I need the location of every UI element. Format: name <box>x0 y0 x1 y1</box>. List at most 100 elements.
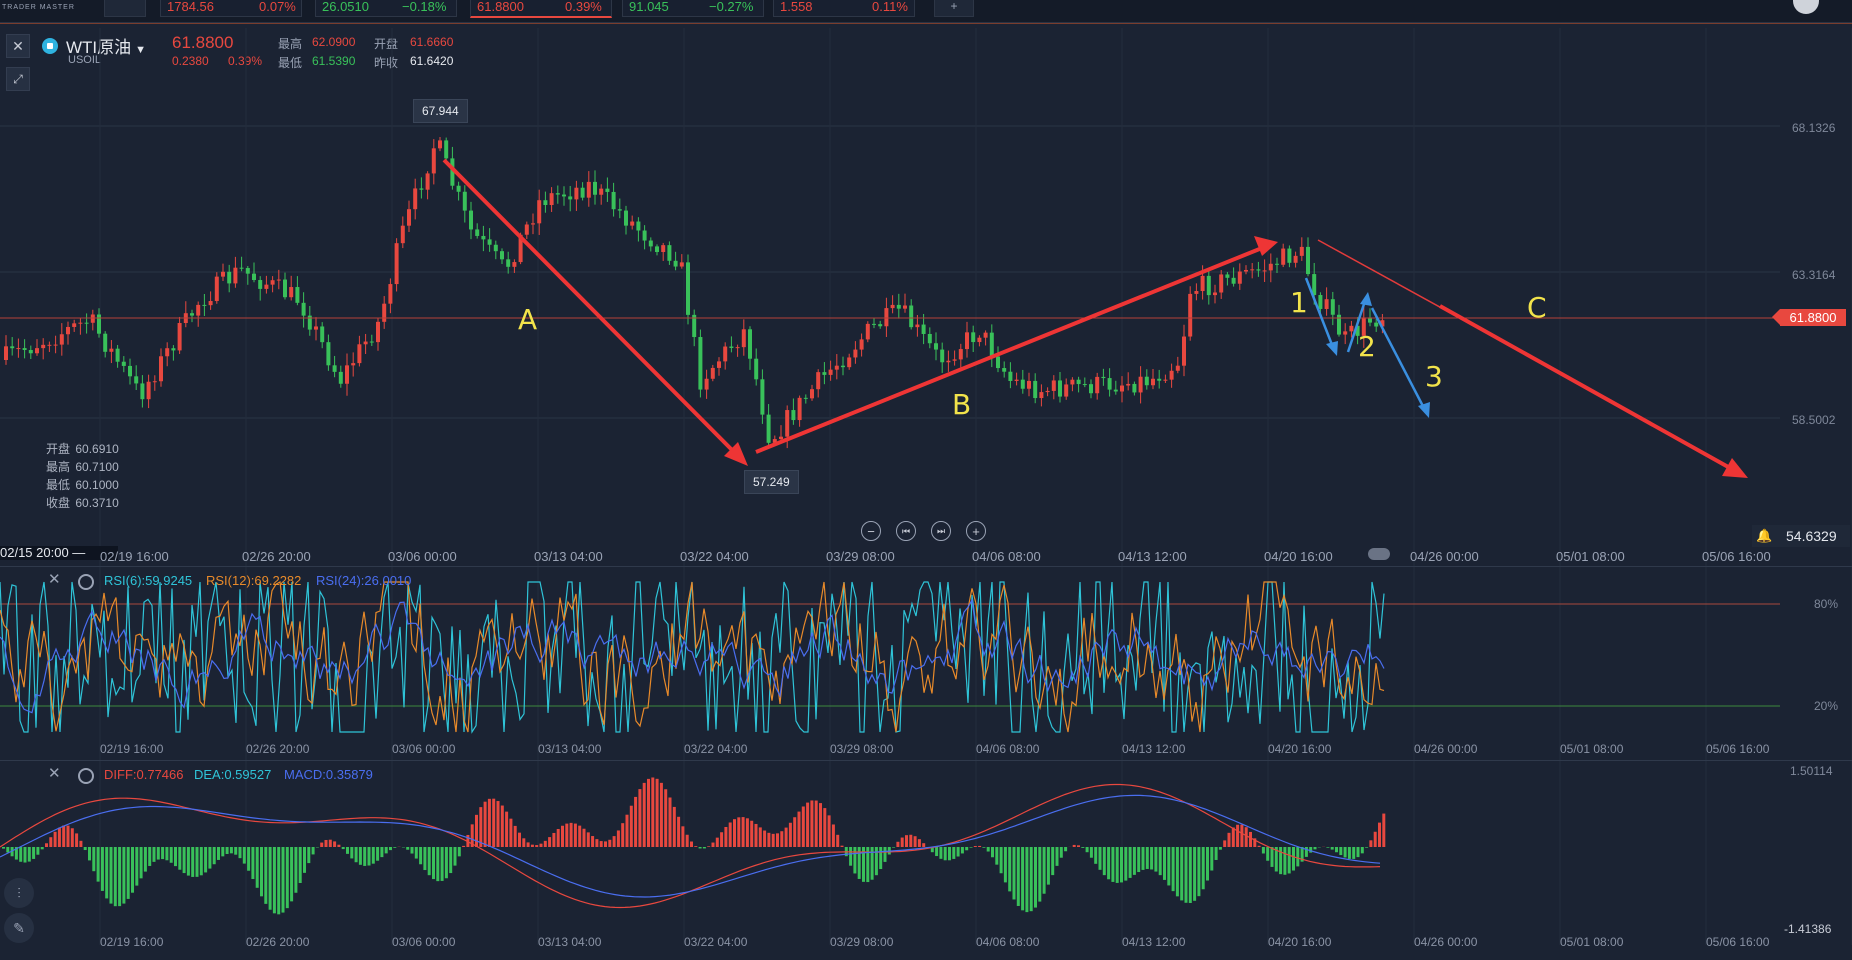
macd-bar <box>1257 845 1261 847</box>
y-label: 68.1326 <box>1792 121 1836 135</box>
indicator-tool-button[interactable]: ⫶ <box>4 878 34 908</box>
macd-bar <box>32 847 36 859</box>
macd-bar <box>784 827 788 847</box>
macd-bar <box>1021 847 1025 911</box>
draw-tool-button[interactable]: ✎ <box>4 913 34 943</box>
candle-body <box>252 273 256 281</box>
macd-bar <box>642 782 646 847</box>
scroll-right-button[interactable]: ⏭ <box>931 521 951 541</box>
macd-bar <box>10 847 14 857</box>
macd-bar <box>647 778 650 847</box>
macd-bar <box>892 847 896 848</box>
candle-body <box>1293 255 1298 263</box>
macd-bar <box>1145 847 1149 869</box>
macd-x-label: 04/20 16:00 <box>1268 935 1332 949</box>
ticker-silver[interactable]: 26.0510 −0.18% <box>315 0 457 17</box>
close-icon[interactable]: ✕ <box>48 571 61 588</box>
zoom-out-button[interactable]: − <box>861 521 881 541</box>
scroll-left-button[interactable]: ⏮ <box>896 521 916 541</box>
ticker-gold[interactable]: 1784.56 0.07% <box>160 0 302 17</box>
candle-body <box>16 348 21 350</box>
gear-icon[interactable] <box>78 768 94 784</box>
macd-bar <box>973 846 977 847</box>
candle-body <box>524 224 529 235</box>
ticker-change: 0.39% <box>565 0 602 14</box>
macd-bar <box>500 805 504 847</box>
candle-body <box>791 410 796 421</box>
macd-bar <box>905 835 908 847</box>
ticker-other[interactable]: 1.558 0.11% <box>773 0 915 17</box>
macd-bar <box>62 825 66 847</box>
macd-x-label: 03/06 00:00 <box>392 935 456 949</box>
crosshair-time: 02/15 20:00 — <box>0 546 118 560</box>
macd-bar <box>999 847 1003 874</box>
macd-bar <box>909 834 913 847</box>
macd-bar <box>745 818 749 847</box>
zoom-in-button[interactable]: + <box>966 521 986 541</box>
macd-bar <box>672 806 676 847</box>
candle-body <box>946 360 951 363</box>
ticker-wti-active[interactable]: 61.8800 0.39% <box>470 0 612 18</box>
macd-value-legend: MACD:0.35879 <box>284 767 373 782</box>
macd-bar <box>668 797 672 847</box>
close-chart-button[interactable]: ✕ <box>6 34 30 58</box>
macd-bar <box>195 847 199 877</box>
ticker-dxy[interactable]: 91.045 −0.27% <box>622 0 764 17</box>
candle-body <box>326 342 331 366</box>
macd-bar <box>836 834 840 847</box>
macd-bar <box>930 847 934 853</box>
candle-body <box>239 267 244 269</box>
alert-box[interactable]: 🔔 54.6329 <box>1752 525 1850 547</box>
wave-label-3: 3 <box>1425 360 1443 393</box>
toggle-switch[interactable] <box>1368 548 1390 560</box>
candle-body <box>190 313 194 316</box>
candle-body <box>1095 376 1100 394</box>
macd-bar <box>827 815 831 847</box>
candle-body <box>704 378 709 390</box>
candle-body <box>425 173 430 190</box>
macd-bar <box>466 834 470 847</box>
candle-body <box>338 371 343 384</box>
candle-body <box>890 304 895 309</box>
bell-icon[interactable]: 🔔 <box>1756 528 1773 543</box>
candle-body <box>307 315 312 330</box>
candle-body <box>456 185 461 192</box>
candle-body <box>419 188 424 190</box>
candle-body <box>735 347 740 349</box>
candle-body <box>940 349 945 363</box>
avatar[interactable] <box>1793 0 1819 14</box>
x-label: 04/20 16:00 <box>1264 549 1333 564</box>
macd-bar <box>664 789 668 847</box>
candle-body <box>754 358 759 380</box>
macd-bar <box>1141 847 1145 870</box>
fullscreen-button[interactable]: ⤢ <box>6 67 30 91</box>
macd-bar <box>371 847 375 864</box>
layout-button[interactable] <box>104 0 146 17</box>
macd-bar <box>346 847 349 854</box>
macd-bar <box>900 837 904 847</box>
macd-bar <box>1124 847 1128 881</box>
pencil-icon: ✎ <box>13 920 25 936</box>
candle-body <box>469 210 473 230</box>
close-icon[interactable]: ✕ <box>48 765 61 782</box>
macd-bar <box>1382 813 1386 847</box>
ticker-change: −0.27% <box>709 0 754 14</box>
candle-body <box>1126 383 1131 386</box>
macd-bar <box>1085 847 1089 853</box>
macd-bar <box>1236 824 1240 847</box>
gear-icon[interactable] <box>78 574 94 590</box>
app-logo: TRADER MASTER <box>0 0 90 22</box>
symbol-name[interactable]: WTI原油 ▼ <box>66 33 146 58</box>
macd-bar <box>1081 847 1085 848</box>
macd-diff-legend: DIFF:0.77466 <box>104 767 184 782</box>
macd-bar <box>1343 847 1347 858</box>
macd-bar <box>88 847 91 861</box>
ticker-price: 61.8800 <box>477 0 524 14</box>
candle-body <box>909 305 914 328</box>
add-ticker-button[interactable]: + <box>934 0 974 17</box>
chevron-down-icon: ▼ <box>135 44 147 56</box>
candle-body <box>66 326 70 335</box>
macd-bar <box>1102 847 1106 876</box>
candle-body <box>332 365 337 372</box>
